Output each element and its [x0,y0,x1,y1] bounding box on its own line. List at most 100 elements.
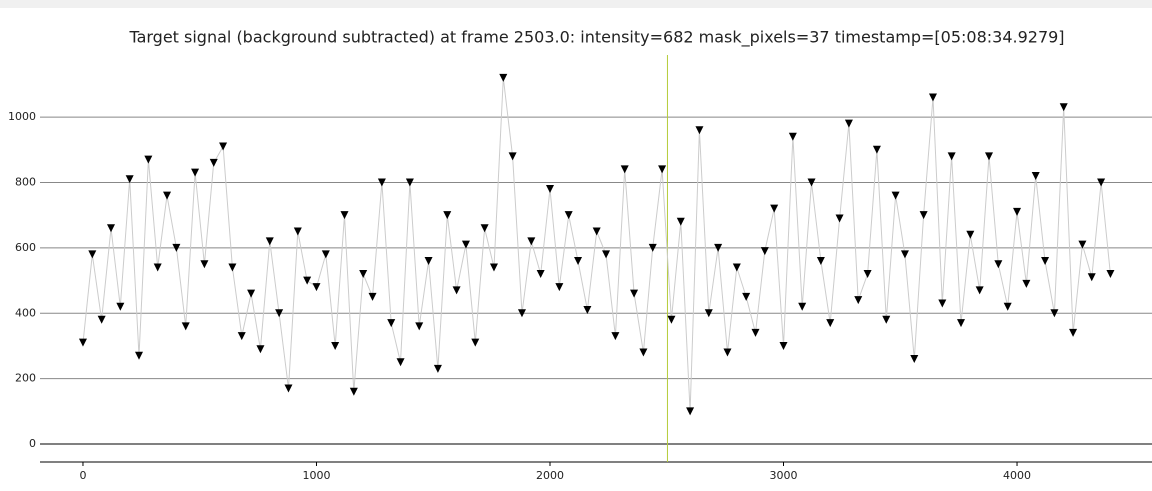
marker [415,322,424,331]
marker [368,292,377,301]
marker [265,237,274,246]
marker [527,237,536,246]
marker [620,165,629,174]
marker [695,126,704,135]
marker [882,315,891,324]
marker [1022,279,1031,288]
chart-title: Target signal (background subtracted) at… [128,28,1064,48]
marker [1059,103,1068,112]
marker [863,270,872,279]
marker [424,256,433,265]
marker [163,191,172,200]
marker [592,227,601,236]
marker [910,355,919,364]
marker [854,296,863,305]
marker [405,178,414,187]
marker [798,302,807,311]
marker [760,247,769,256]
marker [153,263,162,272]
marker [1031,171,1040,180]
x-tick-label: 0 [79,469,86,482]
marker [312,283,321,292]
marker [1106,270,1115,279]
marker [611,332,620,341]
marker [686,407,695,416]
marker [985,152,994,161]
marker [564,211,573,220]
marker [275,309,284,318]
signal-line [82,77,1111,412]
marker [872,145,881,154]
marker [461,240,470,249]
marker [723,348,732,357]
marker [303,276,312,285]
x-tick-label: 3000 [770,469,798,482]
marker [658,165,667,174]
marker [994,260,1003,269]
x-tick-label: 1000 [302,469,330,482]
y-tick-label: 800 [15,175,36,188]
marker [172,243,181,252]
marker [181,322,190,331]
marker [545,185,554,194]
marker [900,250,909,259]
marker [106,224,115,233]
marker [938,299,947,308]
marker [349,387,358,396]
marker [293,227,302,236]
marker [536,270,545,279]
marker [919,211,928,220]
marker [704,309,713,318]
marker [219,142,228,151]
marker [256,345,265,354]
marker [1013,207,1022,216]
x-tick-label: 2000 [536,469,564,482]
marker [975,286,984,295]
marker [237,332,246,341]
marker [228,263,237,272]
marker [125,175,134,184]
marker [956,319,965,328]
marker [574,256,583,265]
marker [1050,309,1059,318]
marker [517,309,526,318]
marker [97,315,106,324]
marker [947,152,956,161]
y-tick-label: 200 [15,372,36,385]
marker [331,341,340,350]
marker [583,305,592,314]
marker [359,270,368,279]
marker [508,152,517,161]
marker [770,204,779,213]
marker [284,384,293,393]
marker [639,348,648,357]
marker [78,338,87,347]
marker [499,73,508,82]
marker [555,283,564,292]
marker [321,250,330,259]
marker [816,256,825,265]
y-tick-label: 0 [29,437,36,450]
marker [247,289,256,298]
marker [396,358,405,367]
marker [471,338,480,347]
marker [630,289,639,298]
marker [200,260,209,269]
marker [144,155,153,164]
marker [1041,256,1050,265]
marker [135,351,144,360]
x-tick-label: 4000 [1003,469,1031,482]
marker [826,319,835,328]
marker [116,302,125,311]
marker [966,230,975,239]
marker [340,211,349,220]
marker [779,341,788,350]
marker [1003,302,1012,311]
marker [835,214,844,223]
marker [714,243,723,252]
marker [742,292,751,301]
marker [387,319,396,328]
marker [807,178,816,187]
